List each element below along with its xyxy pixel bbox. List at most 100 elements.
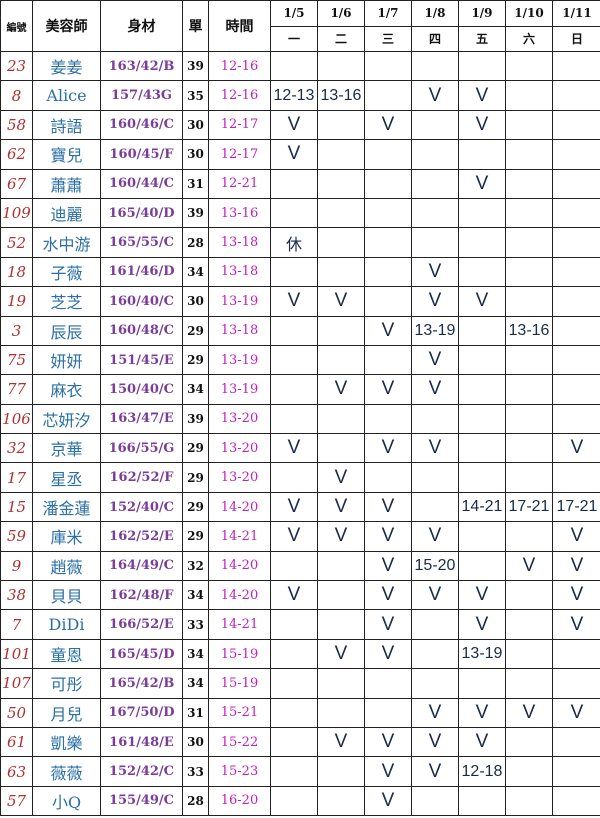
- schedule-cell: [505, 197, 553, 229]
- table-row: 58 詩語 160/46/C 30 12-17 V V V: [0, 109, 600, 141]
- schedule-cell: [411, 668, 459, 699]
- schedule-cell: V: [270, 433, 318, 464]
- schedule-cell: [505, 109, 553, 141]
- table-row: 57 小Q 155/49/C 28 16-20 V: [0, 785, 600, 817]
- beautician-number: 107: [0, 668, 33, 699]
- schedule-cell: V: [317, 462, 365, 493]
- table-row: 38 貝貝 162/48/F 34 14-20 V V V V V: [0, 580, 600, 611]
- table-row: 77 麻衣 150/40/C 34 13-19 V V V: [0, 374, 600, 405]
- table-row: 3 辰辰 160/48/C 29 13-18 V 13-19 13-16: [0, 315, 600, 346]
- schedule-cell: [364, 139, 412, 170]
- beautician-name: 芯妍汐: [32, 403, 101, 435]
- order-count: 30: [182, 286, 209, 317]
- table-row: 63 薇薇 152/42/C 33 15-23 V V 12-18: [0, 756, 600, 787]
- body-size: 160/44/C: [100, 168, 183, 199]
- schedule-cell: V: [411, 344, 459, 376]
- schedule-cell: V: [364, 109, 412, 141]
- schedule-cell: V: [458, 726, 506, 758]
- schedule-cell: [317, 315, 365, 346]
- schedule-cell: [505, 80, 553, 111]
- order-count: 33: [182, 609, 209, 640]
- beautician-name: 蕭蕭: [32, 168, 101, 199]
- body-size: 162/52/F: [100, 462, 183, 493]
- table-row: 7 DiDi 166/52/E 33 14-21 V V V: [0, 609, 600, 640]
- body-size: 155/49/C: [100, 785, 183, 817]
- table-row: 59 庫米 162/52/E 29 14-21 V V V V V: [0, 521, 600, 552]
- table-row: 32 京華 166/55/G 29 13-20 V V V V: [0, 433, 600, 464]
- header-weekday: 三: [364, 25, 412, 52]
- schedule-cell: 12-13: [270, 80, 318, 111]
- order-count: 34: [182, 580, 209, 611]
- schedule-cell: 13-19: [411, 315, 459, 346]
- schedule-cell: [552, 344, 600, 376]
- table-row: 52 水中游 165/55/C 28 13-18 休: [0, 227, 600, 258]
- schedule-cell: [270, 344, 318, 376]
- schedule-cell: [505, 668, 553, 699]
- schedule-cell: [317, 580, 365, 611]
- schedule-cell: [317, 433, 365, 464]
- table-row: 61 凱樂 161/48/E 30 15-22 V V V V: [0, 726, 600, 758]
- beautician-number: 50: [0, 697, 33, 728]
- beautician-number: 38: [0, 580, 33, 611]
- schedule-cell: V: [364, 374, 412, 405]
- schedule-cell: [505, 521, 553, 552]
- schedule-cell: [505, 139, 553, 170]
- schedule-cell: [270, 374, 318, 405]
- body-size: 164/49/C: [100, 550, 183, 582]
- beautician-name: 迪麗: [32, 197, 101, 229]
- schedule-cell: [270, 550, 318, 582]
- schedule-cell: [411, 168, 459, 199]
- schedule-cell: [270, 638, 318, 670]
- order-count: 34: [182, 256, 209, 288]
- beautician-name: 童恩: [32, 638, 101, 670]
- schedule-cell: [505, 256, 553, 288]
- schedule-cell: [411, 50, 459, 82]
- table-row: 75 妍妍 151/45/E 29 13-19 V: [0, 344, 600, 376]
- working-hours: 13-16: [208, 197, 271, 229]
- beautician-name: 寶兒: [32, 139, 101, 170]
- working-hours: 14-20: [208, 550, 271, 582]
- schedule-cell: [411, 491, 459, 523]
- schedule-cell: V: [458, 168, 506, 199]
- beautician-number: 18: [0, 256, 33, 288]
- schedule-cell: V: [505, 697, 553, 728]
- schedule-cell: [364, 227, 412, 258]
- working-hours: 13-18: [208, 315, 271, 346]
- schedule-cell: [505, 756, 553, 787]
- body-size: 161/46/D: [100, 256, 183, 288]
- schedule-cell: [458, 256, 506, 288]
- header-weekday: 六: [505, 25, 553, 52]
- order-count: 34: [182, 638, 209, 670]
- header-time: 時間: [208, 0, 271, 52]
- beautician-number: 59: [0, 521, 33, 552]
- beautician-name: 京華: [32, 433, 101, 464]
- schedule-cell: V: [364, 638, 412, 670]
- schedule-cell: [270, 315, 318, 346]
- schedule-cell: [364, 344, 412, 376]
- schedule-cell: [552, 80, 600, 111]
- working-hours: 15-21: [208, 697, 271, 728]
- beautician-name: 趙薇: [32, 550, 101, 582]
- working-hours: 15-22: [208, 726, 271, 758]
- working-hours: 12-21: [208, 168, 271, 199]
- header-date: 1/8: [411, 0, 459, 27]
- beautician-name: 薇薇: [32, 756, 101, 787]
- schedule-cell: [458, 50, 506, 82]
- schedule-cell: V: [411, 374, 459, 405]
- schedule-cell: 14-21: [458, 491, 506, 523]
- schedule-cell: [364, 80, 412, 111]
- working-hours: 15-19: [208, 668, 271, 699]
- order-count: 31: [182, 697, 209, 728]
- beautician-number: 62: [0, 139, 33, 170]
- order-count: 29: [182, 344, 209, 376]
- schedule-cell: V: [364, 726, 412, 758]
- header-weekday: 二: [317, 25, 365, 52]
- working-hours: 13-20: [208, 403, 271, 435]
- beautician-number: 61: [0, 726, 33, 758]
- schedule-cell: [552, 50, 600, 82]
- schedule-cell: V: [552, 609, 600, 640]
- working-hours: 14-21: [208, 521, 271, 552]
- schedule-cell: 13-16: [317, 80, 365, 111]
- schedule-cell: V: [505, 550, 553, 582]
- body-size: 157/43G: [100, 80, 183, 111]
